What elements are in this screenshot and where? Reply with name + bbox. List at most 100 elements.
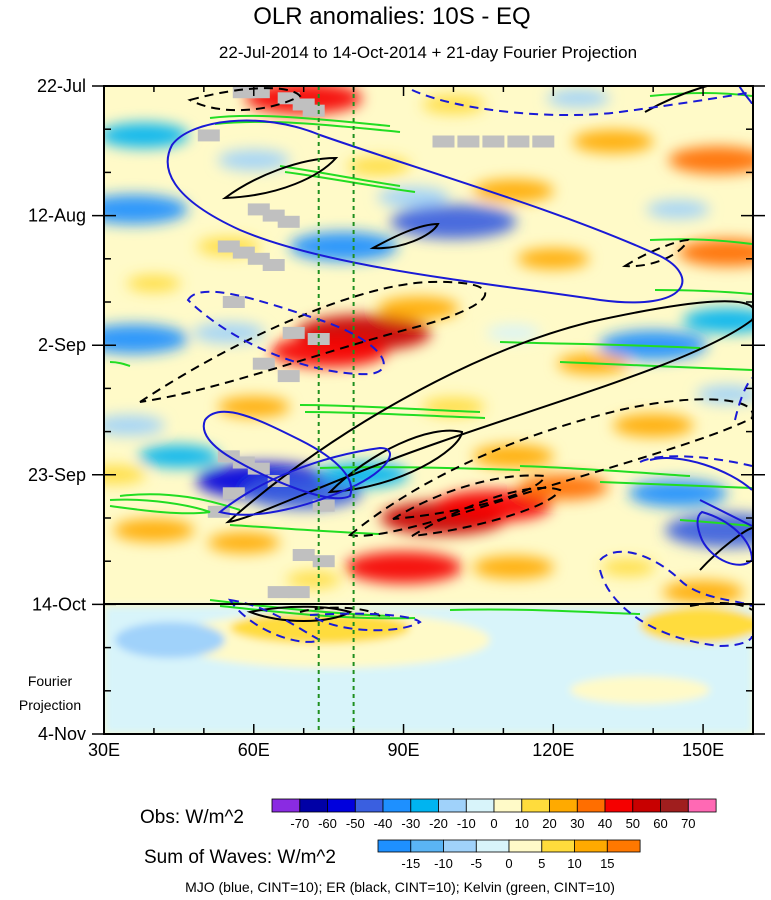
anomaly-blob: [104, 465, 146, 485]
colorbar-tick-label: -15: [401, 856, 420, 871]
colorbar-tick-label: 5: [538, 856, 545, 871]
anomaly-blob: [104, 324, 188, 354]
y-tick-label: 23-Sep: [28, 465, 86, 485]
colorbar-tick-label: -60: [318, 816, 337, 831]
forecast-label-line-1: Fourier: [28, 673, 73, 689]
colorbar-swatch: [443, 839, 477, 853]
anomaly-blob: [104, 122, 189, 148]
missing-data-cell: [432, 135, 455, 148]
missing-data-cell: [307, 333, 330, 345]
anomaly-blob: [207, 532, 280, 554]
colorbar-swatch: [299, 798, 328, 813]
anomaly-blob: [678, 238, 753, 267]
colorbar-tick-label: -30: [401, 816, 420, 831]
anomaly-blob: [472, 444, 554, 468]
missing-data-cell: [222, 487, 245, 500]
waves-colorbar-label: Sum of Waves: W/m^2: [144, 847, 336, 868]
anomaly-blob: [104, 194, 188, 225]
colorbar-tick-label: 40: [598, 816, 612, 831]
missing-data-cell: [267, 586, 290, 599]
colorbar-tick-label: -70: [290, 816, 309, 831]
anomaly-blob: [472, 555, 554, 579]
anomaly-blob: [217, 396, 290, 418]
missing-data-cell: [287, 586, 310, 599]
colorbar-swatch: [521, 798, 550, 813]
anomaly-blob: [422, 95, 485, 114]
chart-title: OLR anomalies: 10S - EQ: [253, 3, 530, 30]
missing-data-cell: [507, 135, 530, 148]
colorbar-tick-label: -5: [471, 856, 483, 871]
colorbar-swatch: [327, 798, 356, 813]
anomaly-blob: [668, 146, 753, 174]
obs-colorbar-label: Obs: W/m^2: [140, 807, 244, 828]
y-tick-label: 14-Oct: [32, 594, 86, 614]
anomaly-blob: [546, 89, 610, 108]
anomaly-blob: [601, 559, 656, 576]
missing-data-cell: [457, 135, 480, 148]
footnote: MJO (blue, CINT=10); ER (black, CINT=10)…: [185, 879, 615, 895]
obs-colorbar: Obs: W/m^2 -70 -60 -50 -40 -30 -20 -10 0 10 20 30 4…: [140, 798, 717, 831]
missing-data-cell: [482, 135, 505, 148]
y-axis: 22-Jul 12-Aug 2-Sep 23-Sep 14-Oct 4-Nov: [28, 76, 765, 744]
forecast-label-line-2: Projection: [19, 697, 81, 713]
anomaly-blob: [572, 130, 654, 153]
y-tick-label: 12-Aug: [28, 206, 86, 226]
colorbar-tick-label: -10: [457, 816, 476, 831]
anomaly-blob: [217, 149, 290, 171]
colorbar-swatch: [604, 798, 634, 813]
anomaly-blob: [434, 489, 552, 522]
colorbar-swatch: [493, 798, 523, 813]
colorbar-tick-label: 10: [567, 856, 581, 871]
anomaly-blob: [612, 413, 694, 437]
colorbar-swatch: [438, 798, 467, 813]
missing-data-cell: [277, 370, 300, 383]
missing-data-cell: [197, 129, 220, 142]
anomaly-blob: [289, 231, 398, 262]
colorbar-swatch: [632, 798, 661, 813]
colorbar-swatch: [576, 798, 606, 813]
anomaly-blob: [683, 307, 753, 334]
anomaly-blob: [345, 551, 462, 584]
colorbar-tick-label: 0: [505, 856, 512, 871]
x-tick-label: 120E: [532, 740, 574, 760]
anomaly-blob: [517, 248, 590, 270]
colorbar-tick-label: -20: [429, 816, 448, 831]
colorbar-swatch: [549, 798, 578, 813]
anomaly-blob: [113, 518, 195, 542]
anomaly-blob: [126, 275, 181, 292]
colorbar-swatch: [508, 839, 543, 853]
missing-data-cell: [532, 135, 555, 148]
missing-data-cell: [262, 259, 285, 271]
plot-area: 30E 60E 90E 120E 150E 22-Jul 12-Aug 2-Sep 23-Se…: [19, 76, 765, 760]
colorbar-swatch: [687, 798, 717, 813]
colorbar-swatch: [382, 798, 412, 813]
anomaly-blob: [377, 186, 450, 208]
y-tick-label: 2-Sep: [38, 335, 86, 355]
anomaly-blob: [138, 444, 220, 468]
anomaly-blob: [662, 580, 744, 604]
colorbar-tick-label: 20: [542, 816, 556, 831]
colorbar-swatch: [574, 839, 608, 853]
x-tick-label: 30E: [88, 740, 120, 760]
colorbar-swatch: [660, 798, 689, 813]
colorbar-tick-label: 70: [681, 816, 695, 831]
missing-data-cell: [222, 296, 245, 308]
colorbar-swatch: [410, 798, 439, 813]
y-tick-label: 22-Jul: [37, 76, 86, 96]
mjo-contours: [166, 86, 753, 648]
colorbar-swatch: [475, 839, 510, 853]
missing-data-cell: [302, 104, 325, 117]
x-tick-label: 150E: [682, 740, 724, 760]
anomaly-blob: [486, 324, 541, 342]
missing-data-cell: [292, 549, 315, 561]
anomaly-blob: [286, 571, 341, 588]
kelvin-contours: [109, 92, 753, 620]
plot-frame: [103, 85, 754, 735]
anomaly-blob: [390, 204, 517, 239]
missing-data-cell: [247, 462, 270, 475]
x-tick-label: 90E: [388, 740, 420, 760]
anomaly-blob: [472, 179, 554, 203]
colorbar-tick-label: -10: [434, 856, 453, 871]
missing-data-cell: [277, 215, 300, 228]
